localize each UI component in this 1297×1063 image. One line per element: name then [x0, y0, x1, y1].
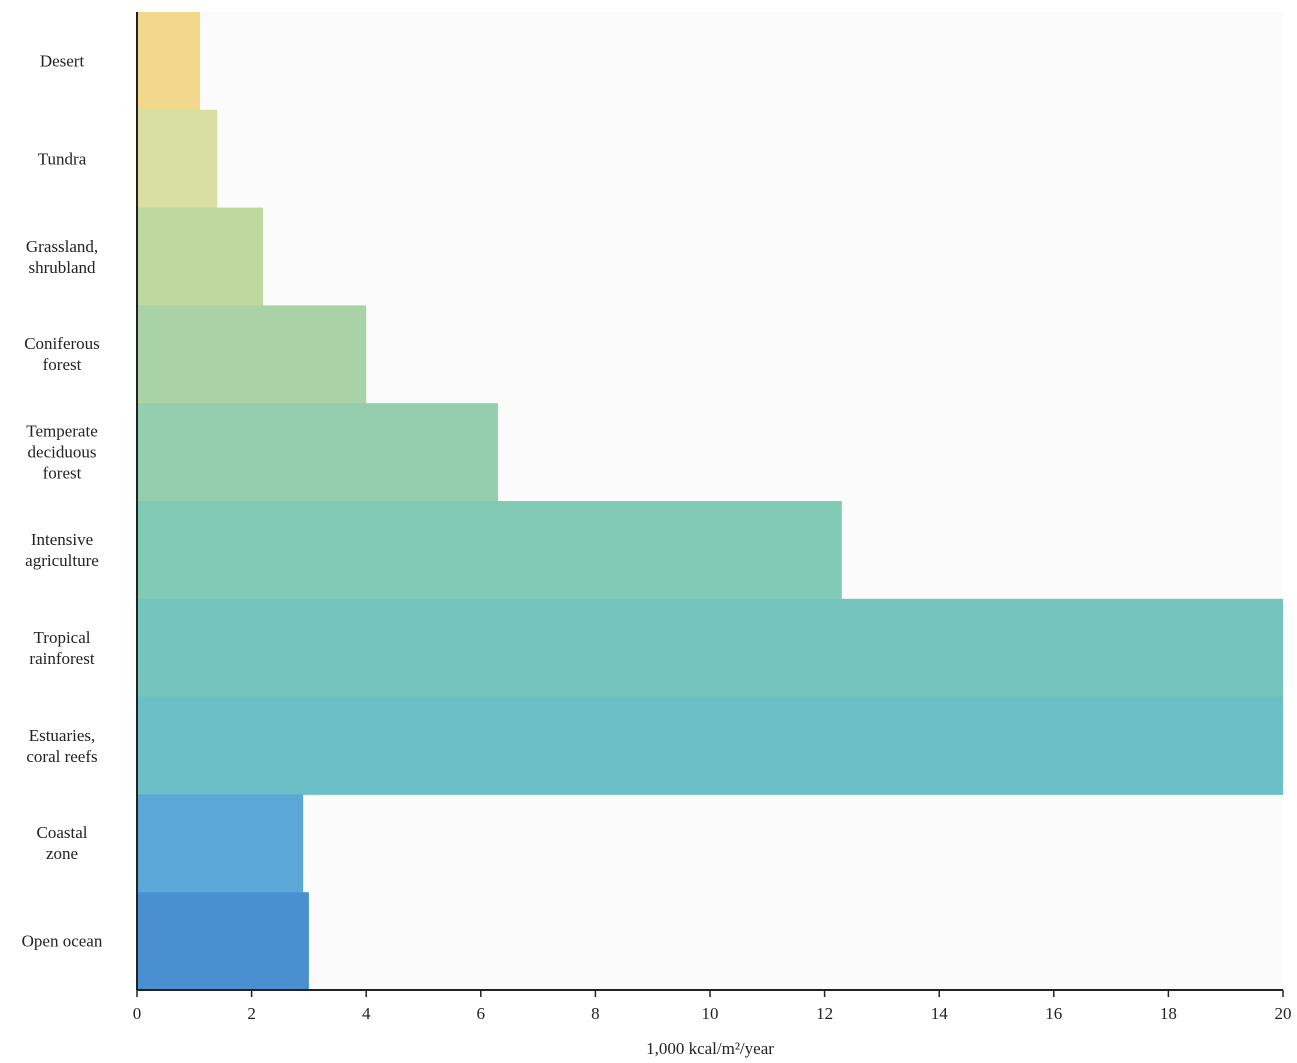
x-tick-label: 4 [362, 1004, 371, 1023]
y-tick-label: Coastal zone [36, 823, 88, 864]
x-axis-label: 1,000 kcal/m²/year [646, 1039, 774, 1058]
bar [137, 696, 1283, 795]
y-tick-label: Estuaries, coral reefs [26, 725, 98, 766]
bar [137, 598, 1283, 698]
x-tick-label: 0 [133, 1004, 142, 1023]
y-tick-label: Temperate deciduous forest [26, 421, 98, 483]
bar [137, 109, 218, 209]
x-tick-label: 8 [591, 1004, 600, 1023]
bar [137, 403, 498, 502]
x-tick-label: 2 [247, 1004, 256, 1023]
bar [137, 12, 201, 111]
y-tick-label: Desert [39, 51, 85, 71]
y-tick-label: Tundra [37, 149, 87, 169]
bar [137, 305, 367, 404]
y-tick-label: Open ocean [21, 931, 103, 951]
bar [137, 501, 842, 600]
x-tick-label: 16 [1045, 1004, 1062, 1023]
x-tick-label: 10 [702, 1004, 719, 1023]
bar [137, 207, 264, 306]
y-tick-label: Grassland, shrubland [25, 236, 99, 277]
x-tick-label: 18 [1160, 1004, 1177, 1023]
x-tick-label: 14 [931, 1004, 949, 1023]
y-tick-label: Tropical rainforest [29, 627, 95, 668]
x-tick-label: 20 [1275, 1004, 1292, 1023]
x-tick-label: 6 [477, 1004, 486, 1023]
y-tick-label: Intensive agriculture [25, 529, 99, 570]
bar [137, 794, 304, 893]
y-tick-label: Coniferous forest [24, 334, 100, 375]
bar [137, 892, 309, 991]
x-tick-label: 12 [816, 1004, 833, 1023]
